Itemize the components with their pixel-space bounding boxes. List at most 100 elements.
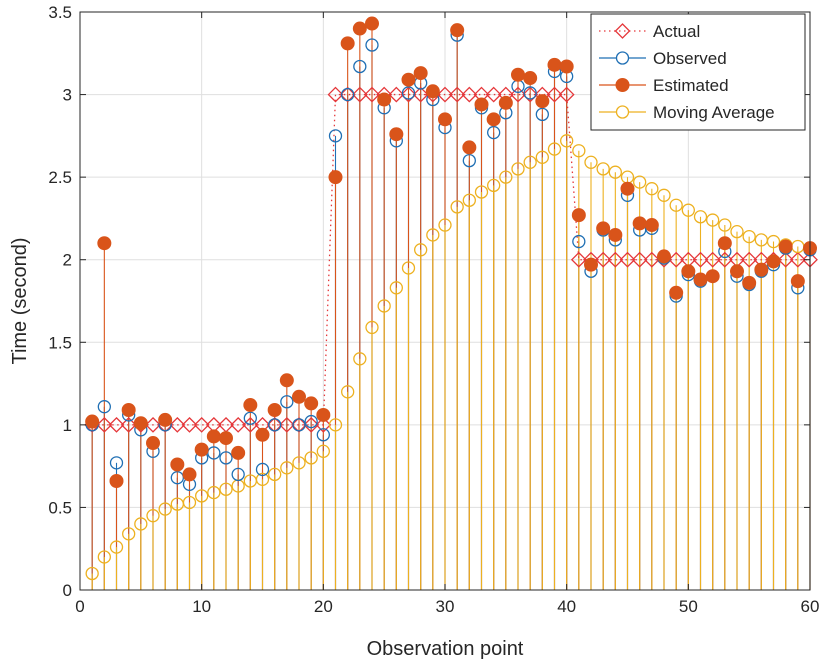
estimated-marker bbox=[644, 218, 659, 233]
x-tick-label: 10 bbox=[192, 597, 211, 616]
actual-marker bbox=[145, 416, 161, 433]
actual-marker bbox=[510, 86, 526, 103]
estimated-marker bbox=[632, 216, 647, 231]
moving-average-marker bbox=[693, 210, 708, 224]
estimated-marker bbox=[450, 23, 465, 38]
estimated-marker bbox=[462, 140, 477, 155]
moving-average-marker bbox=[766, 234, 781, 249]
data-marks bbox=[84, 16, 818, 590]
actual-marker bbox=[303, 416, 320, 433]
observed-marker bbox=[365, 38, 379, 52]
x-tick-label: 0 bbox=[75, 597, 84, 616]
estimated-marker bbox=[523, 71, 538, 86]
actual-marker bbox=[120, 416, 137, 433]
estimated-marker bbox=[778, 239, 793, 254]
actual-marker bbox=[437, 86, 453, 103]
observed-marker bbox=[231, 467, 245, 482]
estimated-marker bbox=[328, 170, 343, 185]
x-tick-label: 40 bbox=[557, 597, 576, 616]
estimated-marker bbox=[657, 249, 671, 264]
estimated-marker bbox=[669, 285, 684, 300]
actual-marker bbox=[789, 251, 806, 268]
moving-average-marker bbox=[438, 218, 452, 232]
estimated-marker bbox=[608, 227, 623, 242]
moving-average-marker bbox=[669, 198, 683, 212]
moving-average-marker bbox=[341, 385, 355, 399]
y-tick-label: 3 bbox=[63, 86, 72, 105]
actual-marker bbox=[595, 251, 612, 268]
estimated-marker bbox=[377, 92, 392, 107]
moving-average-marker bbox=[487, 178, 501, 193]
actual-marker bbox=[631, 251, 648, 268]
moving-average-marker bbox=[584, 155, 598, 169]
moving-average-marker bbox=[280, 461, 294, 475]
y-axis-label: Time (second) bbox=[9, 237, 31, 364]
y-tick-label: 2.5 bbox=[48, 168, 72, 187]
observed-marker bbox=[280, 395, 294, 409]
observed-marker bbox=[462, 153, 476, 168]
moving-average-marker bbox=[633, 175, 647, 189]
observed-marker bbox=[304, 414, 318, 429]
estimated-marker bbox=[219, 431, 233, 446]
estimated-marker bbox=[438, 112, 452, 127]
legend-actual-marker bbox=[614, 23, 631, 39]
legend-estimated-marker bbox=[615, 78, 630, 92]
moving-average-marker bbox=[499, 170, 513, 184]
estimated-marker bbox=[790, 274, 805, 289]
actual-marker bbox=[266, 416, 283, 433]
legend: Actual Observed Estimated Moving Average bbox=[590, 13, 806, 131]
legend-observed-marker bbox=[615, 51, 630, 65]
estimated-marker bbox=[231, 445, 246, 460]
observed-marker bbox=[487, 125, 501, 140]
actual-marker bbox=[461, 86, 478, 103]
estimated-marker bbox=[133, 416, 148, 431]
y-tick-label: 0.5 bbox=[48, 498, 72, 517]
observed-marker bbox=[243, 411, 257, 425]
moving-average-marker bbox=[146, 509, 160, 523]
moving-average-marker bbox=[219, 482, 233, 496]
observed-marker bbox=[268, 418, 282, 432]
actual-marker bbox=[181, 416, 198, 433]
estimated-marker bbox=[170, 457, 185, 472]
actual-marker bbox=[412, 86, 429, 103]
actual-marker bbox=[291, 416, 307, 433]
observed-marker bbox=[255, 462, 270, 477]
moving-average-marker bbox=[706, 213, 720, 227]
estimated-marker bbox=[85, 414, 100, 429]
estimated-marker bbox=[267, 402, 282, 417]
stem-lines bbox=[91, 23, 811, 590]
moving-average-marker bbox=[255, 472, 270, 487]
legend-estimated-label: Estimated bbox=[653, 76, 729, 95]
estimated-marker bbox=[352, 21, 367, 36]
y-tick-label: 1.5 bbox=[48, 333, 72, 352]
observed-marker bbox=[109, 456, 124, 470]
actual-marker bbox=[351, 86, 368, 103]
actual-marker bbox=[704, 251, 721, 268]
actual-marker bbox=[400, 86, 417, 103]
moving-average-marker bbox=[645, 182, 659, 196]
moving-average-marker bbox=[560, 134, 574, 148]
estimated-marker bbox=[584, 257, 598, 272]
moving-average-marker bbox=[572, 144, 586, 158]
estimated-marker bbox=[766, 254, 781, 269]
moving-average-marker bbox=[182, 495, 197, 510]
actual-marker bbox=[230, 416, 247, 433]
moving-average-marker bbox=[316, 444, 330, 458]
estimated-marker bbox=[292, 389, 306, 404]
actual-marker bbox=[327, 86, 344, 103]
estimated-marker bbox=[571, 208, 586, 223]
estimated-marker bbox=[182, 467, 197, 482]
legend-actual-label: Actual bbox=[653, 22, 700, 41]
actual-marker bbox=[388, 86, 405, 103]
estimated-marker bbox=[547, 57, 562, 72]
estimated-marker bbox=[730, 264, 744, 279]
moving-average-marker bbox=[414, 243, 428, 257]
moving-average-marker bbox=[134, 517, 148, 531]
moving-average-marker bbox=[742, 229, 756, 244]
estimated-marker bbox=[535, 94, 550, 109]
estimated-marker bbox=[146, 436, 160, 451]
actual-marker bbox=[339, 86, 356, 103]
observed-marker bbox=[523, 86, 537, 100]
estimated-marker bbox=[705, 269, 720, 284]
actual-marker bbox=[96, 416, 113, 433]
